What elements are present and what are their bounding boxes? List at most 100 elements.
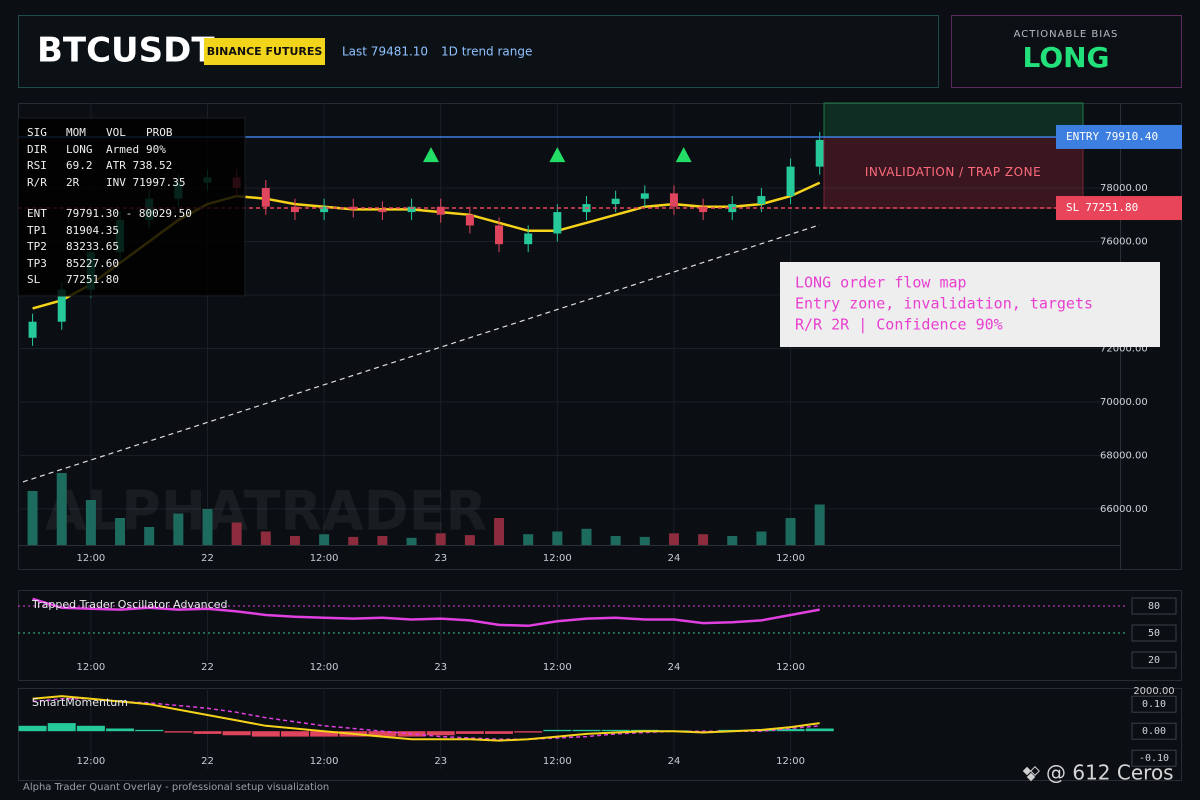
volume-bar: [523, 534, 534, 545]
signal-marker: [423, 147, 440, 163]
candle-body: [757, 196, 766, 205]
x-tick-label: 23: [434, 553, 447, 564]
momentum-bar: [106, 728, 135, 732]
annotation-line: R/R 2R | Confidence 90%: [795, 316, 1003, 334]
level-value: 79910.40: [1105, 130, 1158, 143]
volume-bar: [56, 473, 67, 545]
volume-bar: [202, 509, 213, 545]
candle-body: [699, 206, 708, 213]
tick-box: [1131, 749, 1177, 767]
volume-bar: [406, 537, 417, 545]
x-tick-label: 12:00: [76, 553, 105, 564]
momentum-line: [32, 695, 820, 742]
volume-bar: [639, 536, 650, 545]
momentum-bar: [280, 731, 309, 737]
momentum-bar: [543, 729, 572, 732]
x-tick-label: 24: [668, 662, 681, 673]
target-zone: [823, 102, 1084, 138]
y-tick-label: 80: [1148, 601, 1160, 612]
range: 1D trend range: [441, 45, 532, 59]
axis-extra-label: 2000.00: [1133, 686, 1174, 697]
tick-box: [1131, 722, 1177, 740]
info-cell: ATR 738.52: [106, 159, 172, 172]
annotation-box: [780, 262, 1160, 347]
info-cell: TP2: [27, 240, 47, 253]
momentum-bar: [310, 731, 339, 737]
volume-bar: [173, 513, 184, 545]
tick-box: [1131, 624, 1177, 642]
candle-body: [465, 214, 474, 226]
momentum-bar: [514, 731, 543, 733]
x-tick-label: 22: [201, 553, 214, 564]
bias-label: ACTIONABLE BIAS: [1014, 29, 1119, 40]
info-cell: VOL: [106, 126, 126, 139]
momentum-bar: [805, 728, 834, 732]
info-cell: 90%: [146, 143, 166, 156]
candle-body: [495, 225, 504, 245]
panel-title: SmartMomentum: [32, 696, 128, 709]
annotation-line: LONG order flow map: [795, 274, 967, 292]
level-value: 77251.80: [1085, 201, 1138, 214]
momentum-bar: [164, 731, 193, 733]
info-cell: LONG: [66, 143, 93, 156]
tick-box: [1131, 695, 1177, 713]
footer: Alpha Trader Quant Overlay - professiona…: [23, 782, 329, 793]
candle-body: [261, 188, 270, 207]
momentum-bar: [455, 731, 484, 734]
level-name: SL: [1066, 201, 1080, 214]
candle-body: [524, 233, 533, 245]
info-cell: TP1: [27, 224, 47, 237]
tick-box: [1131, 597, 1177, 615]
volume-bar: [668, 533, 679, 545]
momentum-bar: [368, 731, 397, 737]
info-cell: 69.2: [66, 159, 93, 172]
volume-bar: [814, 504, 825, 545]
x-tick-label: 12:00: [310, 662, 339, 673]
x-tick-label: 12:00: [776, 756, 805, 767]
x-tick-label: 12:00: [310, 756, 339, 767]
info-panel: [17, 117, 246, 297]
level-tag: [1056, 124, 1182, 149]
volume-bar: [377, 536, 388, 545]
tick-box: [1131, 651, 1177, 669]
info-cell: 81904.35: [66, 224, 119, 237]
trap-zone: [823, 136, 1084, 209]
y-tick-label: 50: [1148, 628, 1160, 639]
trend-line: [22, 224, 820, 483]
momentum-bar: [76, 725, 105, 732]
info-cell: 77251.80: [66, 273, 119, 286]
candle-body: [640, 193, 649, 199]
x-tick-label: 12:00: [76, 756, 105, 767]
momentum-bar: [193, 731, 222, 734]
info-cell: MOM: [66, 126, 86, 139]
momentum-bar: [572, 729, 601, 732]
candle-body: [815, 139, 824, 167]
volume-bar: [698, 534, 709, 545]
info-cell: DIR: [27, 143, 47, 156]
volume-bar: [756, 531, 767, 545]
momentum-bar: [222, 731, 251, 736]
info-cell: TP3: [27, 257, 47, 270]
annotation-line: Entry zone, invalidation, targets: [795, 295, 1093, 313]
volume-bar: [115, 518, 126, 545]
zone-label: INVALIDATION / TRAP ZONE: [865, 165, 1041, 179]
info-cell: ENT: [27, 207, 47, 220]
x-tick-label: 12:00: [776, 662, 805, 673]
momentum-bar: [776, 729, 805, 732]
y-tick-label: 76000.00: [1100, 237, 1148, 248]
volume-bar: [552, 531, 563, 545]
exchange-badge: [204, 38, 325, 65]
volume-bar: [610, 536, 621, 545]
level-name: ENTRY: [1066, 130, 1099, 143]
candle-body: [553, 212, 562, 234]
signal-marker: [675, 147, 692, 163]
y-tick-label: 72000.00: [1100, 343, 1148, 354]
x-tick-label: 12:00: [543, 756, 572, 767]
candle-body: [320, 206, 329, 213]
level-label: SL 77251.80: [1066, 201, 1138, 214]
candle-body: [669, 193, 678, 207]
x-tick-label: 12:00: [310, 553, 339, 564]
y-tick-label: 20: [1148, 655, 1160, 666]
x-tick-label: 12:00: [776, 553, 805, 564]
